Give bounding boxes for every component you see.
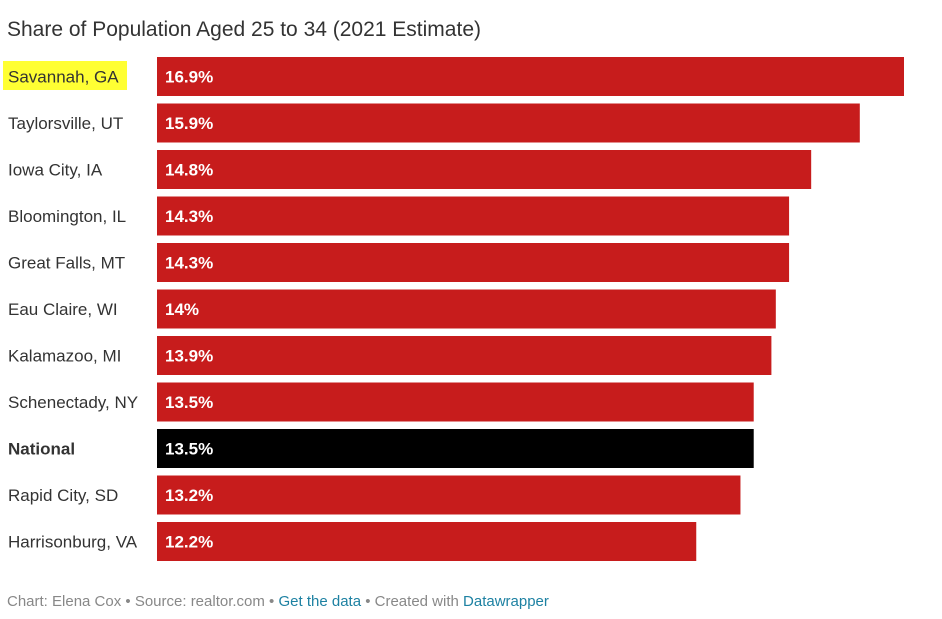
bar-iowa-city-ia — [157, 150, 812, 189]
datawrapper-link[interactable]: Datawrapper — [463, 593, 549, 610]
footer-created-with: Created with — [374, 593, 464, 610]
footer-separator: • — [121, 593, 135, 610]
category-label-taylorsville-ut: Taylorsville, UT — [8, 114, 123, 133]
category-label-harrisonburg-va: Harrisonburg, VA — [8, 533, 138, 552]
category-label-iowa-city-ia: Iowa City, IA — [8, 161, 103, 180]
category-highlight — [3, 61, 127, 90]
value-label-eau-claire-wi: 14% — [165, 300, 199, 319]
bar-kalamazoo-mi — [157, 336, 772, 375]
bar-savannah-ga — [157, 57, 904, 96]
value-label-savannah-ga: 16.9% — [165, 68, 213, 87]
bar-rapid-city-sd — [157, 475, 741, 515]
footer-author: Chart: Elena Cox — [7, 593, 122, 610]
bar-eau-claire-wi — [157, 289, 776, 329]
bar-bloomington-il — [157, 196, 790, 236]
chart-title: Share of Population Aged 25 to 34 (2021 … — [7, 18, 481, 41]
value-label-taylorsville-ut: 15.9% — [165, 114, 213, 133]
value-label-harrisonburg-va: 12.2% — [165, 533, 213, 552]
bar-taylorsville-ut — [157, 103, 860, 143]
bar-harrisonburg-va — [157, 522, 697, 561]
value-label-kalamazoo-mi: 13.9% — [165, 347, 213, 366]
chart-footer: Chart: Elena Cox • Source: realtor.com •… — [7, 593, 549, 610]
footer-separator: • — [361, 593, 375, 610]
bar-schenectady-ny — [157, 382, 754, 422]
category-label-eau-claire-wi: Eau Claire, WI — [8, 300, 118, 319]
category-label-national: National — [8, 440, 75, 459]
footer-separator: • — [264, 593, 279, 610]
category-label-rapid-city-sd: Rapid City, SD — [8, 486, 118, 505]
value-label-schenectady-ny: 13.5% — [165, 393, 213, 412]
value-label-great-falls-mt: 14.3% — [165, 254, 213, 273]
get-the-data-link[interactable]: Get the data — [278, 593, 362, 610]
bar-national — [157, 429, 754, 468]
value-label-bloomington-il: 14.3% — [165, 207, 213, 226]
category-label-great-falls-mt: Great Falls, MT — [8, 254, 125, 273]
bar-great-falls-mt — [157, 243, 790, 282]
value-label-rapid-city-sd: 13.2% — [165, 486, 213, 505]
category-label-kalamazoo-mi: Kalamazoo, MI — [8, 347, 121, 366]
value-label-iowa-city-ia: 14.8% — [165, 161, 213, 180]
value-label-national: 13.5% — [165, 440, 213, 459]
category-label-bloomington-il: Bloomington, IL — [8, 207, 126, 226]
category-label-savannah-ga: Savannah, GA — [8, 68, 119, 87]
footer-source: Source: realtor.com — [134, 593, 265, 610]
category-label-schenectady-ny: Schenectady, NY — [8, 393, 138, 412]
